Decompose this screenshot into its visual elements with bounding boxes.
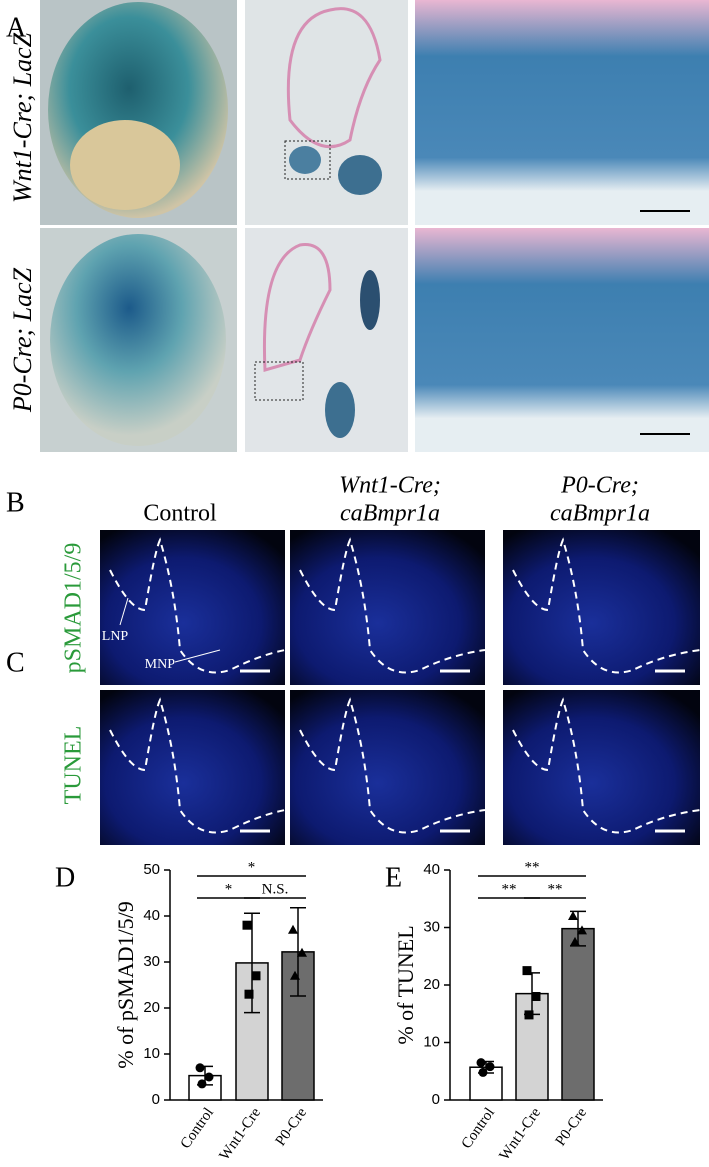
column-header: P0-Cre; — [560, 473, 639, 499]
y-tick-label: 0 — [432, 1091, 440, 1108]
column-header: Control — [143, 501, 217, 527]
section-stain — [325, 382, 355, 438]
embryo-shape — [70, 120, 180, 210]
annotation: LNP — [102, 629, 129, 644]
data-point — [242, 920, 252, 930]
inset-box — [284, 140, 331, 180]
y-tick-label: 20 — [143, 999, 160, 1016]
y-tick-label: 40 — [423, 861, 440, 878]
data-point — [568, 911, 578, 920]
data-point — [478, 1067, 488, 1077]
fluorescence-image — [503, 530, 700, 685]
x-tick-label: Wnt1-Cre — [217, 1105, 265, 1164]
y-axis-label: % of pSMAD1/5/9 — [113, 901, 138, 1068]
panel-label: C — [6, 647, 25, 678]
fluorescence-image — [290, 530, 485, 685]
y-tick-label: 10 — [423, 1033, 440, 1050]
data-point — [476, 1058, 486, 1068]
significance-label: ** — [548, 881, 563, 897]
row-label: TUNEL — [61, 726, 87, 805]
data-point — [522, 966, 532, 976]
fluorescence-image — [100, 530, 285, 685]
row-label: pSMAD1/5/9 — [61, 543, 87, 674]
section-outline — [262, 243, 332, 372]
tissue-outline — [512, 537, 701, 674]
bar — [561, 927, 595, 1101]
fluorescence-image — [100, 690, 285, 845]
annotation-pointer — [174, 649, 221, 663]
data-point — [531, 992, 541, 1001]
data-point — [204, 1072, 214, 1082]
annotation-pointer — [119, 597, 129, 626]
zoom-image — [415, 228, 709, 452]
error-bar — [570, 910, 586, 947]
x-tick-label: P0-Cre — [273, 1105, 311, 1149]
y-tick-label: 30 — [143, 953, 160, 970]
y-tick-label: 0 — [152, 1091, 160, 1108]
panel-label: D — [55, 862, 75, 893]
significance-label: N.S. — [262, 881, 289, 897]
x-tick-label: Wnt1-Cre — [497, 1105, 545, 1164]
data-point — [288, 924, 298, 934]
y-tick-label: 20 — [423, 976, 440, 993]
data-point — [577, 925, 587, 935]
annotation: MNP — [145, 657, 176, 672]
data-point — [290, 970, 300, 980]
column-header: Wnt1-Cre; — [339, 473, 441, 499]
fluorescence-grid — [100, 530, 701, 845]
column-header: caBmpr1a — [340, 501, 440, 527]
section-stain — [360, 270, 380, 330]
x-tick-label: P0-Cre — [553, 1105, 591, 1149]
y-tick-label: 40 — [143, 907, 160, 924]
significance-label: ** — [502, 881, 517, 897]
row-label: P0-Cre; LacZ — [8, 267, 37, 413]
section-image — [245, 0, 408, 225]
significance-label: ** — [525, 859, 540, 875]
tissue-outline — [512, 697, 701, 834]
x-tick-label: Control — [459, 1105, 498, 1152]
tissue-outline — [299, 537, 486, 674]
data-point — [570, 936, 580, 946]
significance-label: * — [248, 859, 256, 875]
panel-label: A — [6, 12, 27, 43]
data-point — [197, 1079, 207, 1089]
y-tick-label: 50 — [143, 861, 160, 878]
zoom-image — [415, 0, 709, 225]
y-tick-label: 30 — [423, 918, 440, 935]
y-tick-label: 10 — [143, 1045, 160, 1062]
inset-box — [254, 361, 304, 401]
significance-label: * — [225, 881, 233, 897]
panel-label: B — [6, 487, 25, 518]
y-axis-label: % of TUNEL — [393, 925, 418, 1044]
x-tick-label: Control — [178, 1105, 217, 1152]
embryo-shape — [50, 234, 226, 446]
section-stain — [289, 146, 321, 174]
tissue-outline — [299, 697, 486, 834]
column-header: caBmpr1a — [550, 501, 650, 527]
panel-label: E — [385, 862, 402, 893]
fluorescence-image — [290, 690, 485, 845]
data-point — [524, 1010, 534, 1020]
data-point — [485, 1062, 495, 1072]
data-point — [195, 1063, 205, 1073]
row-label: Wnt1-Cre; LacZ — [8, 32, 37, 203]
data-point — [244, 989, 254, 999]
fluorescence-image — [503, 690, 700, 845]
error-bar — [290, 906, 306, 997]
data-point — [297, 947, 307, 957]
section-outline — [286, 7, 382, 149]
section-stain — [338, 155, 382, 195]
data-point — [251, 971, 261, 981]
